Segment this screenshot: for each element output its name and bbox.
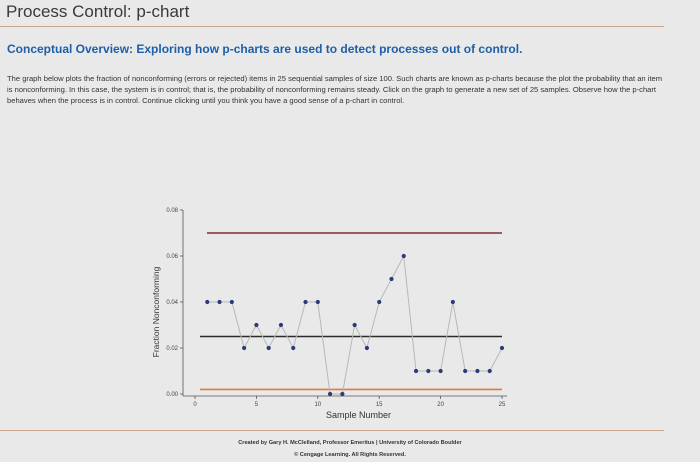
y-tick-label: 0.02 [166, 346, 178, 352]
x-tick-label: 20 [437, 402, 444, 408]
data-point [450, 299, 455, 305]
data-point [266, 345, 271, 351]
author-credit: Created by Gary H. McClelland, Professor… [238, 440, 462, 446]
x-tick-label: 10 [314, 402, 321, 408]
page-title: Process Control: p-chart [6, 2, 190, 21]
x-tick-label: 25 [499, 402, 506, 408]
data-point [438, 368, 443, 374]
x-axis-label: Sample Number [326, 410, 391, 420]
data-point [352, 322, 357, 328]
data-point [413, 368, 419, 374]
data-point [401, 253, 406, 259]
data-point [426, 368, 431, 374]
data-point [229, 299, 234, 305]
footer-divider [0, 430, 664, 431]
data-point [475, 368, 480, 374]
data-point [463, 368, 468, 374]
data-point [303, 299, 308, 305]
p-chart-svg[interactable]: 0.00 0.02 0.04 0.06 0.08 0 5 10 15 20 25 Sample Num… [140, 170, 530, 420]
copyright-notice: © Cengage Learning. All Rights Reserved. [294, 452, 406, 458]
x-tick-label: 0 [193, 402, 197, 408]
data-point [340, 391, 345, 397]
data-point [254, 322, 259, 328]
data-point [364, 345, 370, 351]
data-point [217, 299, 222, 305]
data-point [278, 322, 284, 328]
data-point [315, 299, 320, 305]
data-point [242, 345, 247, 351]
title-divider [0, 26, 664, 27]
data-point [205, 299, 210, 305]
data-point [291, 345, 296, 351]
x-tick-label: 5 [255, 402, 259, 408]
y-tick-label: 0.00 [166, 392, 178, 398]
y-tick-label: 0.08 [166, 208, 178, 214]
x-tick-label: 15 [376, 402, 383, 408]
data-point [389, 276, 394, 282]
data-point [327, 391, 333, 397]
y-tick-label: 0.06 [166, 254, 178, 260]
data-point [377, 299, 382, 305]
section-subtitle: Conceptual Overview: Exploring how p-cha… [7, 42, 523, 56]
y-axis-label: Fraction Nonconforming [151, 266, 161, 357]
data-point [499, 345, 505, 351]
data-point [487, 368, 492, 374]
p-chart[interactable]: 0.00 0.02 0.04 0.06 0.08 0 5 10 15 20 25 Sample Num… [140, 170, 530, 420]
y-tick-label: 0.04 [166, 300, 178, 306]
description-text: The graph below plots the fraction of no… [7, 74, 663, 105]
